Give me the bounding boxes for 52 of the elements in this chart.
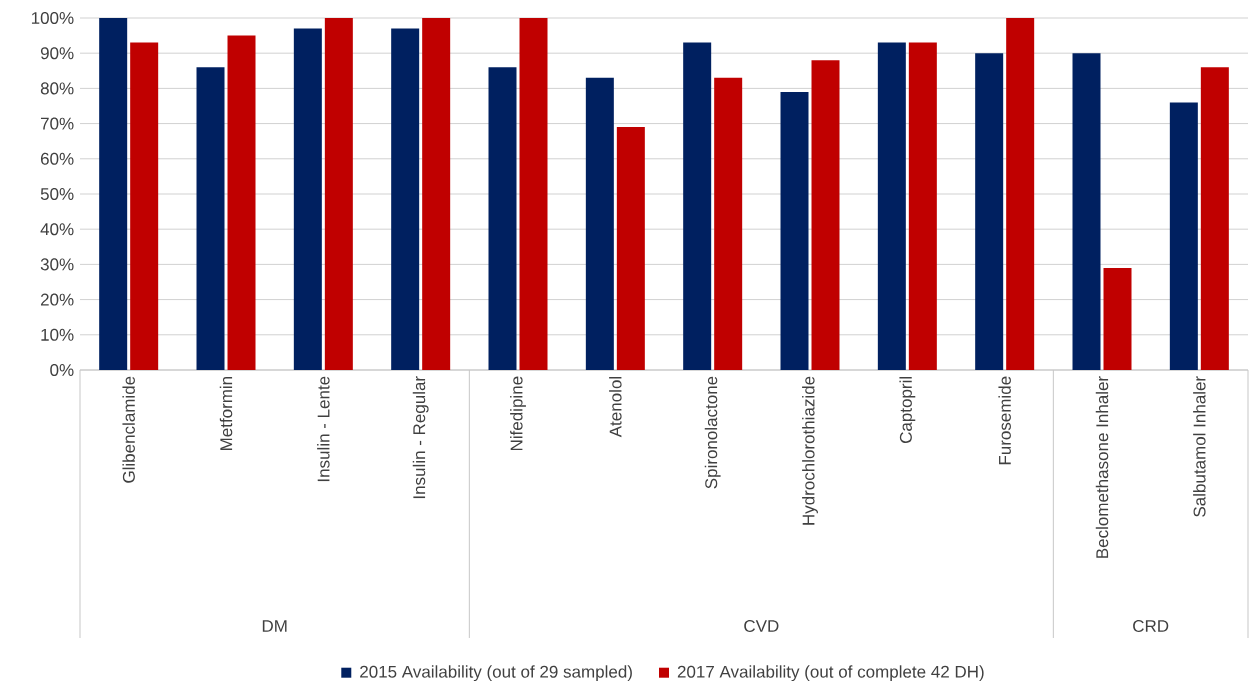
x-tick-label: Nifedipine — [510, 376, 526, 451]
bar — [683, 42, 712, 370]
x-tick-label: Insulin - Lente — [317, 376, 330, 482]
y-tick-label: 50% — [40, 187, 74, 201]
x-tick-label: Atenolol — [609, 377, 622, 438]
bar — [196, 67, 225, 370]
y-tick-label: 100% — [31, 11, 74, 25]
y-tick-label: 40% — [40, 223, 74, 236]
bar — [99, 17, 128, 370]
y-tick-label: 0% — [50, 363, 74, 377]
y-tick-label: 10% — [41, 328, 74, 341]
y-tick-label: 30% — [40, 258, 74, 271]
bar — [1200, 67, 1229, 370]
bar — [877, 42, 906, 370]
x-tick-label: Hydrochlorothiazide — [802, 376, 818, 525]
y-tick-label: 70% — [40, 117, 74, 130]
x-tick-label: Salbutamol Inhaler — [1193, 376, 1206, 517]
bar — [488, 67, 517, 370]
bar — [780, 91, 809, 370]
y-tick-label: 80% — [40, 82, 74, 95]
bar — [227, 35, 256, 370]
bar — [585, 77, 614, 370]
bar — [1006, 17, 1035, 370]
y-tick-label: 20% — [40, 293, 74, 306]
bar — [1169, 102, 1198, 370]
x-tick-label: Beclomethasone Inhaler — [1095, 376, 1109, 558]
text: CVD — [744, 619, 779, 633]
bar — [391, 28, 420, 370]
bar — [130, 42, 159, 370]
y-tick-label: 90% — [40, 47, 74, 60]
x-tick-label: Insulin - Regular — [412, 376, 429, 499]
bar — [975, 53, 1004, 370]
bar — [714, 77, 743, 370]
bar — [324, 17, 353, 370]
text: DM — [262, 620, 287, 632]
bar — [908, 42, 937, 370]
bar — [1103, 267, 1132, 370]
bar — [616, 127, 645, 370]
x-tick-label: Captopril — [899, 377, 916, 444]
x-tick-label: Metformin — [219, 376, 233, 451]
bar — [293, 28, 322, 370]
legend-label: 2017 Availability (out of complete 42 DH) — [677, 665, 984, 682]
bar — [811, 60, 840, 370]
legend-label: 2015 Availability (out of 29 sampled) — [360, 665, 632, 682]
text: CRD — [1133, 619, 1169, 633]
bar — [1072, 53, 1101, 370]
x-tick-label: Furosemide — [998, 376, 1011, 465]
x-tick-label: Spironolactone — [704, 376, 721, 489]
y-tick-label: 60% — [40, 152, 74, 165]
x-tick-label: Glibenclamide — [122, 376, 135, 483]
bar — [519, 17, 548, 370]
bar — [422, 17, 451, 370]
